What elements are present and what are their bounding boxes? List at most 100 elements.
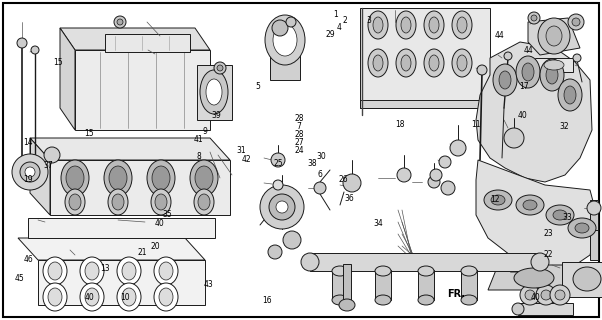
- Ellipse shape: [154, 283, 178, 311]
- Circle shape: [587, 201, 601, 215]
- Ellipse shape: [418, 266, 434, 276]
- Text: 13: 13: [101, 264, 110, 273]
- Text: 24: 24: [294, 146, 304, 155]
- Ellipse shape: [112, 194, 124, 210]
- Text: 15: 15: [84, 129, 94, 138]
- Text: 11: 11: [471, 120, 480, 129]
- Ellipse shape: [429, 55, 439, 71]
- Ellipse shape: [516, 195, 544, 215]
- Ellipse shape: [558, 79, 582, 111]
- Text: 28: 28: [294, 114, 304, 123]
- Text: FR.: FR.: [447, 289, 465, 300]
- Polygon shape: [528, 18, 580, 55]
- Ellipse shape: [546, 26, 562, 46]
- Circle shape: [12, 154, 48, 190]
- Circle shape: [114, 16, 126, 28]
- Ellipse shape: [332, 295, 348, 305]
- Ellipse shape: [117, 257, 141, 285]
- Bar: [418, 270, 434, 300]
- Ellipse shape: [514, 268, 554, 288]
- Ellipse shape: [265, 15, 305, 65]
- Ellipse shape: [190, 160, 218, 196]
- Ellipse shape: [429, 17, 439, 33]
- Ellipse shape: [66, 166, 84, 190]
- Text: 2: 2: [343, 16, 347, 25]
- Ellipse shape: [546, 205, 574, 225]
- Ellipse shape: [65, 189, 85, 215]
- Ellipse shape: [122, 262, 136, 280]
- Bar: [518, 303, 573, 315]
- Circle shape: [504, 128, 524, 148]
- Circle shape: [477, 65, 487, 75]
- Ellipse shape: [368, 49, 388, 77]
- Ellipse shape: [147, 160, 175, 196]
- Ellipse shape: [273, 24, 297, 56]
- Circle shape: [260, 185, 304, 229]
- Circle shape: [268, 245, 282, 259]
- Text: 44: 44: [495, 31, 504, 40]
- Ellipse shape: [499, 71, 511, 89]
- Ellipse shape: [452, 11, 472, 39]
- Ellipse shape: [301, 253, 319, 271]
- Circle shape: [271, 153, 285, 167]
- Ellipse shape: [43, 283, 67, 311]
- Text: 18: 18: [396, 120, 405, 129]
- Circle shape: [528, 12, 540, 24]
- Text: 43: 43: [204, 280, 214, 289]
- Ellipse shape: [368, 11, 388, 39]
- Text: 45: 45: [15, 274, 25, 283]
- Bar: [343, 264, 351, 304]
- Ellipse shape: [516, 56, 540, 88]
- Bar: [375, 270, 391, 300]
- Circle shape: [273, 180, 283, 190]
- Ellipse shape: [80, 283, 104, 311]
- Ellipse shape: [568, 218, 596, 238]
- Ellipse shape: [85, 262, 99, 280]
- Ellipse shape: [48, 262, 62, 280]
- Circle shape: [504, 52, 512, 60]
- Polygon shape: [476, 42, 592, 182]
- Ellipse shape: [375, 266, 391, 276]
- Ellipse shape: [194, 189, 214, 215]
- Bar: [360, 8, 490, 108]
- Circle shape: [555, 290, 565, 300]
- Ellipse shape: [522, 63, 534, 81]
- Ellipse shape: [418, 295, 434, 305]
- Ellipse shape: [461, 266, 477, 276]
- Polygon shape: [18, 238, 205, 260]
- Text: 40: 40: [155, 220, 164, 228]
- Ellipse shape: [332, 266, 348, 276]
- Text: 40: 40: [84, 293, 94, 302]
- Text: 20: 20: [150, 242, 160, 251]
- Text: 23: 23: [543, 229, 553, 238]
- Circle shape: [439, 156, 451, 168]
- Ellipse shape: [396, 49, 416, 77]
- Text: 36: 36: [344, 194, 354, 203]
- Circle shape: [343, 174, 361, 192]
- Ellipse shape: [122, 288, 136, 306]
- Circle shape: [572, 18, 580, 26]
- Polygon shape: [30, 138, 50, 215]
- Circle shape: [286, 17, 296, 27]
- Text: 26: 26: [338, 175, 348, 184]
- Bar: [590, 200, 598, 260]
- Polygon shape: [50, 160, 230, 215]
- Ellipse shape: [452, 49, 472, 77]
- Text: 30: 30: [316, 152, 326, 161]
- Text: 35: 35: [163, 210, 172, 219]
- Circle shape: [17, 38, 27, 48]
- Text: 44: 44: [524, 46, 533, 55]
- Ellipse shape: [104, 160, 132, 196]
- Text: 10: 10: [120, 293, 129, 302]
- Bar: [310, 253, 540, 271]
- Text: 46: 46: [23, 255, 33, 264]
- Polygon shape: [60, 28, 75, 130]
- Ellipse shape: [159, 262, 173, 280]
- Ellipse shape: [375, 295, 391, 305]
- Circle shape: [525, 290, 535, 300]
- Ellipse shape: [108, 189, 128, 215]
- Ellipse shape: [457, 55, 467, 71]
- Circle shape: [117, 19, 123, 25]
- Ellipse shape: [48, 288, 62, 306]
- Text: 7: 7: [297, 122, 302, 131]
